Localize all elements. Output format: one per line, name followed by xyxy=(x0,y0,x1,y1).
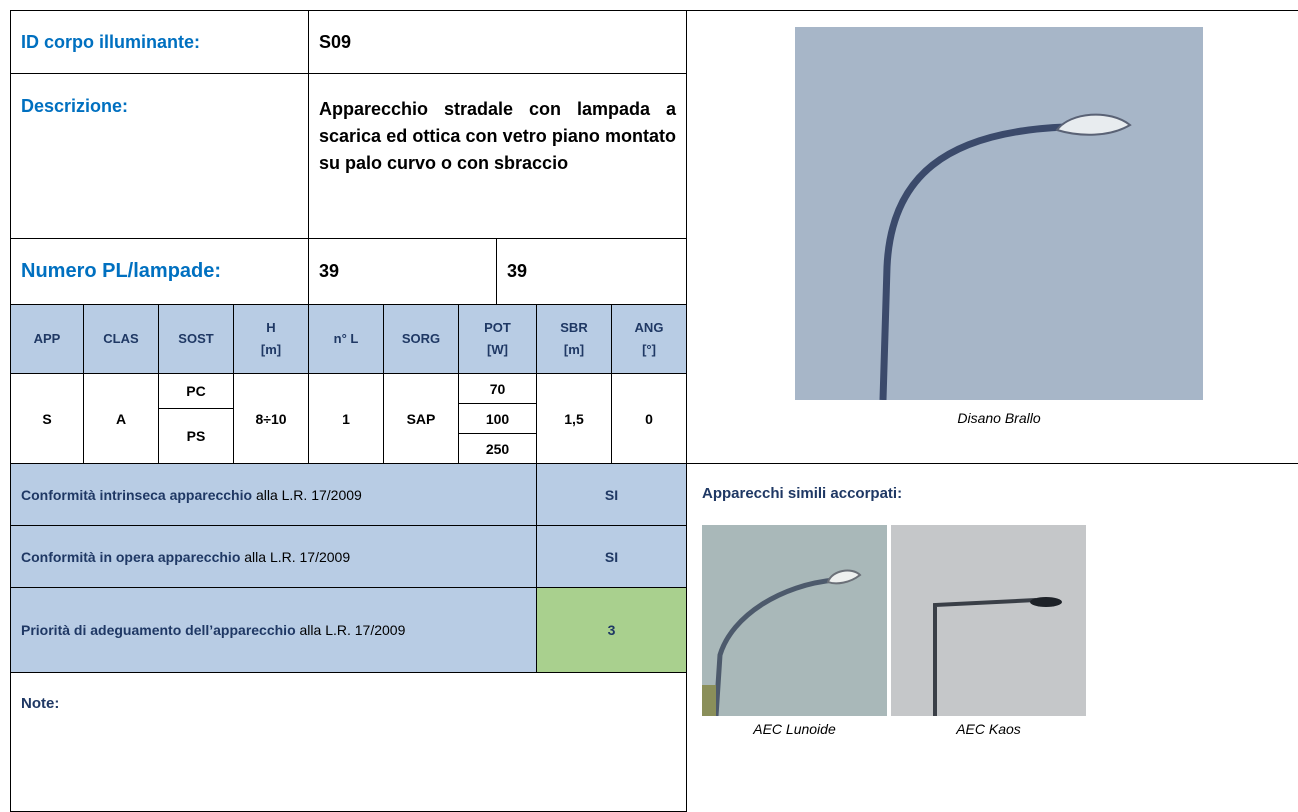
compliance-rest: alla L.R. 17/2009 xyxy=(252,486,362,503)
id-label: ID corpo illuminante: xyxy=(10,10,309,74)
cell-h: 8÷10 xyxy=(233,373,309,464)
compliance-bold: Conformità intrinseca apparecchio xyxy=(21,486,253,503)
description: Apparecchio stradale con lampada a scari… xyxy=(308,73,687,239)
mid-rule xyxy=(686,463,1298,464)
compliance-rest: alla L.R. 17/2009 xyxy=(240,548,351,565)
note-label: Note: xyxy=(10,672,687,812)
cell-app: S xyxy=(10,373,84,464)
number-pl: 39 xyxy=(308,238,497,305)
cell-pot: 70 xyxy=(458,373,537,404)
compliance-label: Conformità intrinseca apparecchio alla L… xyxy=(10,463,537,526)
compliance-label: Priorità di adeguamento dell’apparecchio… xyxy=(10,587,537,673)
column-header: H [m] xyxy=(233,304,309,374)
cell-sost: PS xyxy=(158,408,234,464)
photo-similar xyxy=(702,525,887,716)
number-label: Numero PL/lampade: xyxy=(10,238,309,305)
similar-caption: AEC Kaos xyxy=(956,721,1021,737)
compliance-label: Conformità in opera apparecchio alla L.R… xyxy=(10,525,537,588)
column-header: CLAS xyxy=(83,304,159,374)
cell-sbr: 1,5 xyxy=(536,373,612,464)
column-header: POT [W] xyxy=(458,304,537,374)
compliance-value: SI xyxy=(536,463,687,526)
column-header: n° L xyxy=(308,304,384,374)
cell-sorg: SAP xyxy=(383,373,459,464)
column-header: APP xyxy=(10,304,84,374)
id-value: S09 xyxy=(308,10,687,74)
cell-pot: 250 xyxy=(458,433,537,464)
column-header: ANG [°] xyxy=(611,304,687,374)
photo-similar xyxy=(891,525,1086,716)
photo-caption: Disano Brallo xyxy=(957,410,1041,426)
cell-sost: PC xyxy=(158,373,234,409)
cell-n-l: 1 xyxy=(308,373,384,464)
description-label: Descrizione: xyxy=(10,73,309,239)
cell-pot: 100 xyxy=(458,403,537,434)
photo-main xyxy=(795,27,1203,400)
compliance-bold: Conformità in opera apparecchio xyxy=(21,548,241,565)
number-lamps: 39 xyxy=(496,238,687,305)
cell-clas: A xyxy=(83,373,159,464)
column-header: SBR [m] xyxy=(536,304,612,374)
column-header: SORG xyxy=(383,304,459,374)
compliance-value: SI xyxy=(536,525,687,588)
compliance-rest: alla L.R. 17/2009 xyxy=(295,622,406,638)
column-header: SOST xyxy=(158,304,234,374)
similar-caption: AEC Lunoide xyxy=(753,721,836,737)
priority-value: 3 xyxy=(536,587,687,673)
similar-title: Apparecchi simili accorpati: xyxy=(702,485,903,502)
cell-ang: 0 xyxy=(611,373,687,464)
compliance-bold: Priorità di adeguamento dell’apparecchio xyxy=(21,622,296,638)
